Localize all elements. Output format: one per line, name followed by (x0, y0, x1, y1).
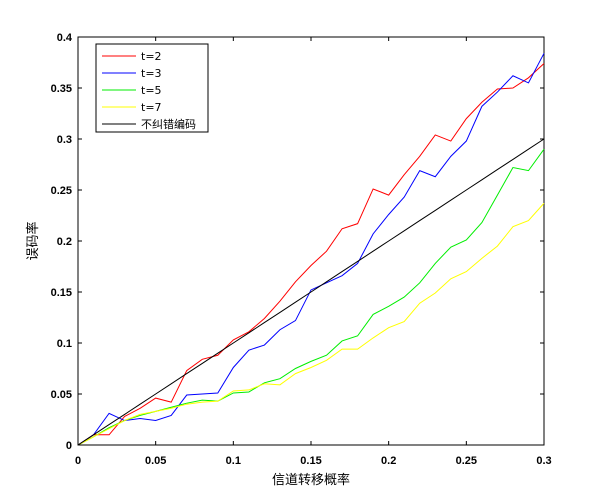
x-axis-title: 信道转移概率 (272, 472, 350, 488)
x-tick-label: 0.15 (300, 455, 321, 467)
y-tick-label: 0.15 (51, 287, 72, 299)
legend-label: t=3 (141, 67, 162, 80)
x-tick-label: 0.3 (536, 455, 551, 467)
legend-label: t=5 (141, 84, 162, 97)
legend: t=2 t=3 t=5 t=7 不纠错编码 (95, 43, 209, 133)
series-line-0 (77, 63, 545, 446)
x-tick-label: 0 (75, 455, 81, 467)
y-tick-label: 0.2 (57, 236, 72, 248)
y-axis-title: 误码率 (25, 221, 41, 260)
y-tick-label: 0.4 (57, 32, 73, 44)
y-tick-label: 0.1 (57, 338, 72, 350)
legend-box (95, 43, 209, 133)
x-tick-label: 0.05 (145, 455, 166, 467)
x-tick-label: 0.1 (226, 455, 241, 467)
y-tick-label: 0 (66, 440, 72, 452)
series-layer (77, 53, 545, 446)
legend-label: t=7 (141, 101, 162, 114)
tick-layer: 0 0.05 0.1 0.15 0.2 0.25 0.3 0 0.05 0.1 0.15 0.2 0.2… (51, 32, 552, 467)
y-tick-label: 0.3 (57, 134, 72, 146)
series-line-1 (77, 53, 545, 446)
series-line-4 (77, 138, 545, 446)
legend-label: t=2 (141, 50, 162, 63)
series-line-3 (77, 202, 545, 446)
x-tick-label: 0.25 (456, 455, 477, 467)
y-tick-label: 0.35 (51, 83, 72, 95)
legend-items: t=2 t=3 t=5 t=7 不纠错编码 (102, 50, 196, 131)
y-tick-label: 0.05 (51, 389, 72, 401)
x-tick-label: 0.2 (381, 455, 396, 467)
legend-label: 不纠错编码 (141, 117, 196, 131)
y-tick-label: 0.25 (51, 185, 72, 197)
